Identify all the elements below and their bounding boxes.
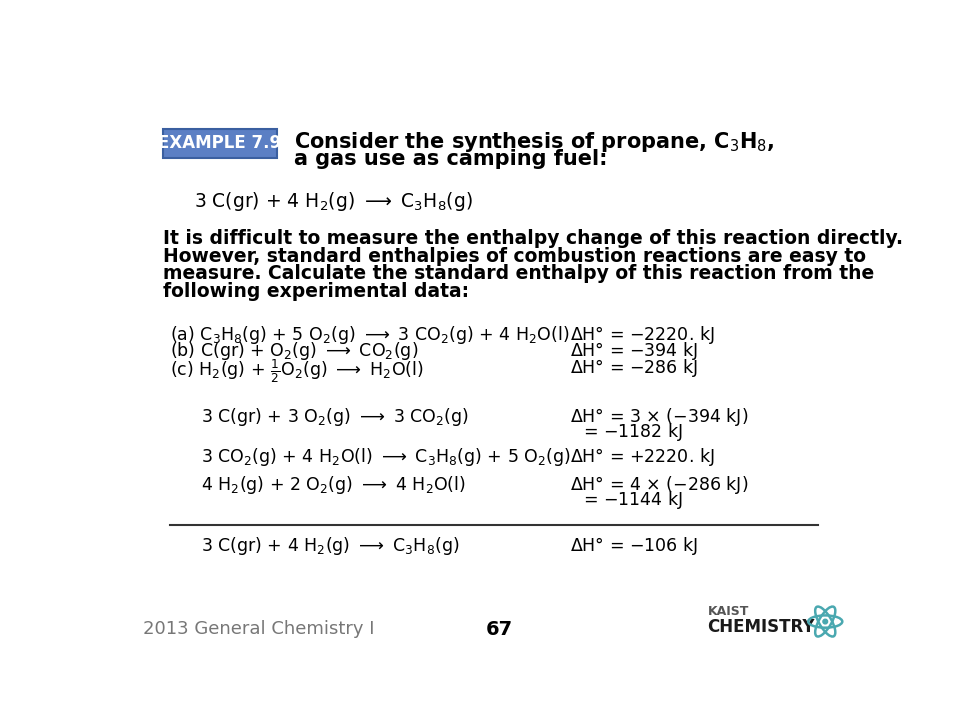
Text: However, standard enthalpies of combustion reactions are easy to: However, standard enthalpies of combusti… (162, 246, 866, 266)
Text: $\Delta$H° = $-$106 kJ: $\Delta$H° = $-$106 kJ (569, 534, 698, 557)
Text: $\Delta$H° = 3 $\times$ ($-$394 kJ): $\Delta$H° = 3 $\times$ ($-$394 kJ) (569, 406, 748, 428)
Text: EXAMPLE 7.9: EXAMPLE 7.9 (158, 135, 281, 153)
Text: $\Delta$H° = $-$286 kJ: $\Delta$H° = $-$286 kJ (569, 357, 698, 379)
Text: It is difficult to measure the enthalpy change of this reaction directly.: It is difficult to measure the enthalpy … (162, 229, 902, 248)
Text: $\Delta$H° = $-$394 kJ: $\Delta$H° = $-$394 kJ (569, 341, 698, 362)
Text: CHEMISTRY: CHEMISTRY (708, 618, 815, 636)
Text: 3 C(gr) + 4 H$_2$(g) $\longrightarrow$ C$_3$H$_8$(g): 3 C(gr) + 4 H$_2$(g) $\longrightarrow$ C… (202, 534, 460, 557)
Text: $\Delta$H° = 4 $\times$ ($-$286 kJ): $\Delta$H° = 4 $\times$ ($-$286 kJ) (569, 474, 748, 495)
Text: following experimental data:: following experimental data: (162, 282, 468, 301)
Text: = $-$1144 kJ: = $-$1144 kJ (584, 489, 684, 511)
Text: Consider the synthesis of propane, C$_3$H$_8$,: Consider the synthesis of propane, C$_3$… (295, 130, 775, 154)
Text: 3 C(gr) + 4 H$_2$(g) $\longrightarrow$ C$_3$H$_8$(g): 3 C(gr) + 4 H$_2$(g) $\longrightarrow$ C… (194, 190, 472, 213)
Text: measure. Calculate the standard enthalpy of this reaction from the: measure. Calculate the standard enthalpy… (162, 264, 874, 283)
Text: (c) H$_2$(g) + $\frac{1}{2}$O$_2$(g) $\longrightarrow$ H$_2$O(l): (c) H$_2$(g) + $\frac{1}{2}$O$_2$(g) $\l… (170, 357, 424, 385)
Text: $\Delta$H° = +2220. kJ: $\Delta$H° = +2220. kJ (569, 446, 714, 468)
Text: 3 C(gr) + 3 O$_2$(g) $\longrightarrow$ 3 CO$_2$(g): 3 C(gr) + 3 O$_2$(g) $\longrightarrow$ 3… (202, 406, 469, 428)
Text: KAIST: KAIST (708, 606, 749, 618)
Text: 3 CO$_2$(g) + 4 H$_2$O(l) $\longrightarrow$ C$_3$H$_8$(g) + 5 O$_2$(g): 3 CO$_2$(g) + 4 H$_2$O(l) $\longrightarr… (202, 446, 571, 468)
Text: 4 H$_2$(g) + 2 O$_2$(g) $\longrightarrow$ 4 H$_2$O(l): 4 H$_2$(g) + 2 O$_2$(g) $\longrightarrow… (202, 474, 467, 495)
Circle shape (823, 619, 828, 624)
Text: 67: 67 (486, 620, 514, 639)
Text: 2013 General Chemistry I: 2013 General Chemistry I (143, 620, 374, 638)
Text: (a) C$_3$H$_8$(g) + 5 O$_2$(g) $\longrightarrow$ 3 CO$_2$(g) + 4 H$_2$O(l): (a) C$_3$H$_8$(g) + 5 O$_2$(g) $\longrig… (170, 323, 570, 346)
FancyBboxPatch shape (162, 129, 277, 158)
Text: a gas use as camping fuel:: a gas use as camping fuel: (295, 149, 608, 168)
Text: = $-$1182 kJ: = $-$1182 kJ (584, 421, 684, 444)
Text: $\Delta$H° = $-$2220. kJ: $\Delta$H° = $-$2220. kJ (569, 323, 714, 346)
Text: (b) C(gr) + O$_2$(g) $\longrightarrow$ CO$_2$(g): (b) C(gr) + O$_2$(g) $\longrightarrow$ C… (170, 341, 419, 362)
